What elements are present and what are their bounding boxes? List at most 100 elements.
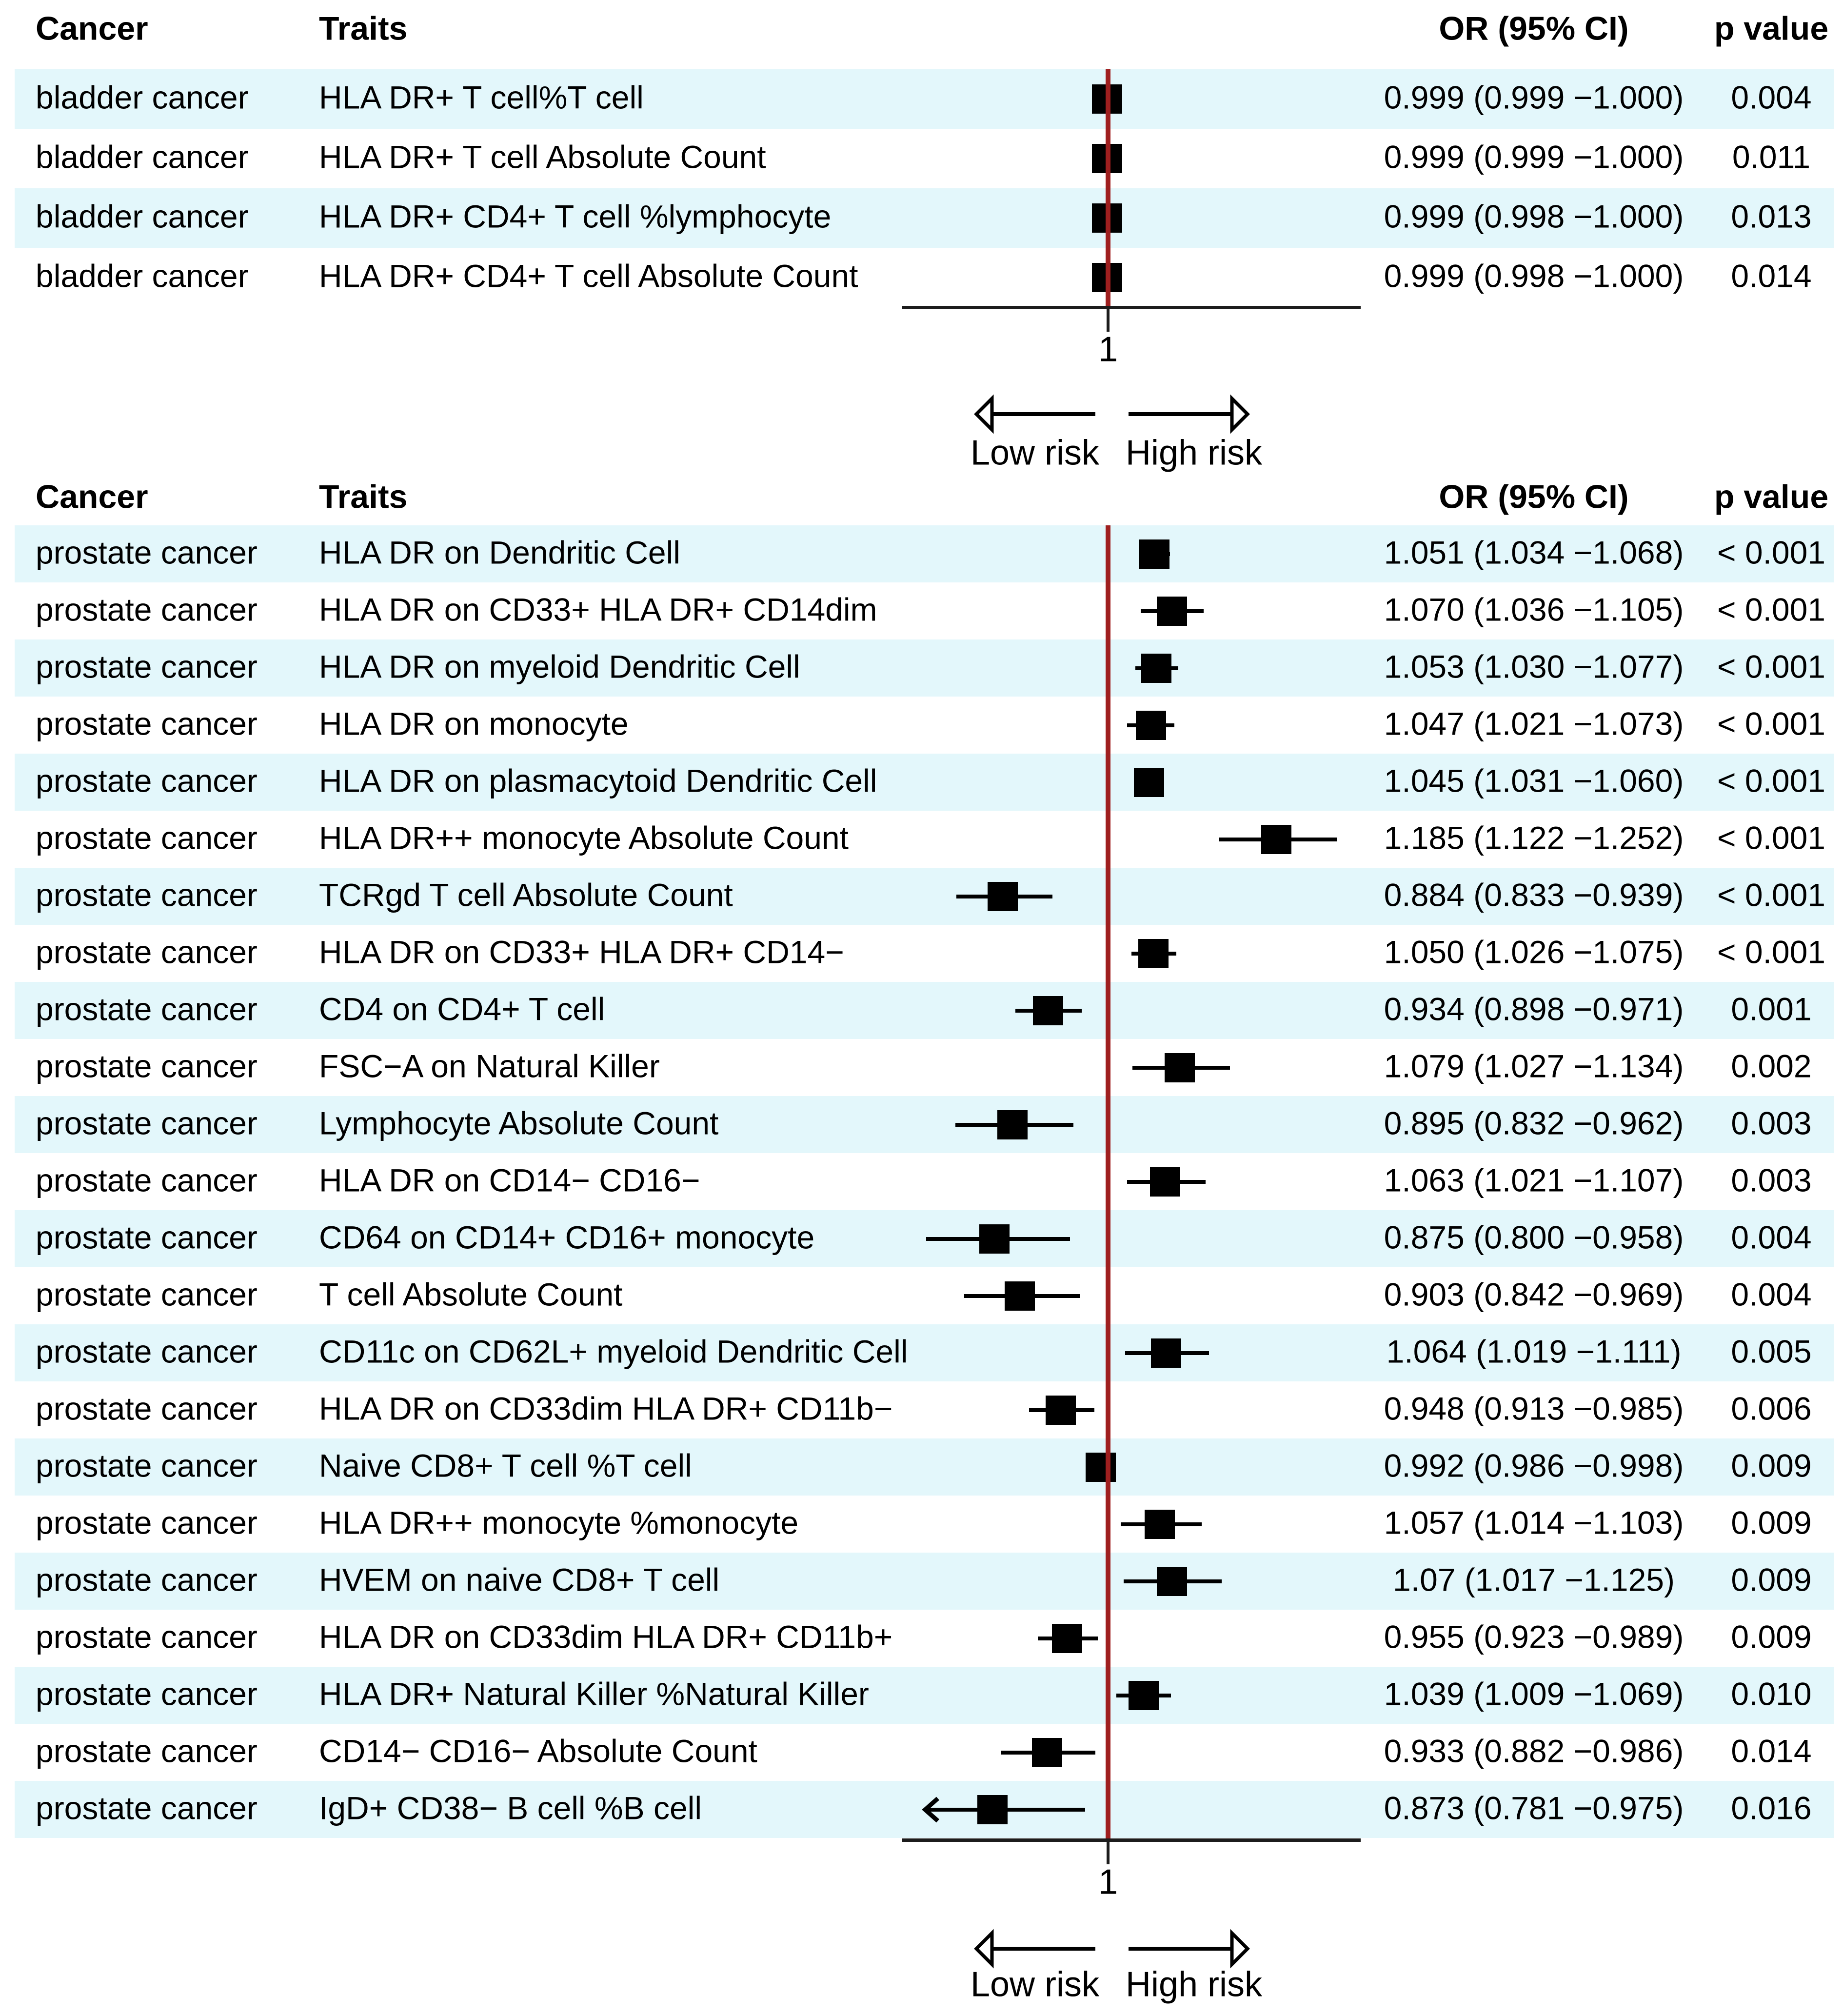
p-value-cell: 0.014 [1731,1733,1812,1769]
trait-cell: HLA DR on Dendritic Cell [319,534,680,571]
or-square-marker [1138,938,1169,968]
trait-cell: HLA DR on CD33dim HLA DR+ CD11b− [319,1390,893,1427]
cancer-cell: prostate cancer [36,1048,258,1084]
p-value-cell: 0.001 [1731,991,1812,1027]
cancer-cell: prostate cancer [36,1390,258,1427]
cancer-cell: bladder cancer [36,258,249,294]
or-square-marker [1145,1509,1175,1539]
p-value-cell: 0.011 [1732,139,1811,175]
trait-cell: T cell Absolute Count [319,1276,623,1313]
trait-cell: IgD+ CD38− B cell %B cell [319,1790,702,1826]
or-square-marker [987,881,1018,911]
reference-line-or-1 [1106,525,1110,1840]
or-ci-cell: 1.064 (1.019 −1.111) [1386,1333,1682,1370]
cancer-cell: prostate cancer [36,934,258,970]
or-ci-cell: 1.051 (1.034 −1.068) [1384,534,1684,571]
column-header-or-ci: OR (95% CI) [1439,478,1629,516]
or-ci-cell: 1.053 (1.030 −1.077) [1384,648,1684,685]
x-axis-line [902,1838,1361,1842]
p-value-cell: 0.009 [1731,1504,1812,1541]
or-square-marker [1005,1281,1035,1311]
p-value-cell: < 0.001 [1717,591,1826,628]
or-square-marker [1156,596,1187,626]
column-header-cancer: Cancer [36,10,148,47]
high-risk-arrow-icon [1129,1929,1250,1969]
high-risk-label: High risk [1125,1965,1263,2004]
or-square-marker [1261,824,1292,854]
or-square-marker [1141,653,1171,683]
row-stripe [15,982,1834,1039]
cancer-cell: prostate cancer [36,591,258,628]
cancer-cell: prostate cancer [36,1162,258,1198]
trait-cell: FSC−A on Natural Killer [319,1048,660,1084]
or-ci-cell: 0.999 (0.998 −1.000) [1384,198,1684,235]
row-stripe [15,868,1834,925]
cancer-cell: prostate cancer [36,991,258,1027]
trait-cell: HLA DR+ CD4+ T cell %lymphocyte [319,198,832,235]
cancer-cell: prostate cancer [36,1733,258,1769]
or-square-marker [1135,710,1166,740]
column-header-traits: Traits [319,10,408,47]
x-axis-tick [1107,1842,1110,1864]
cancer-cell: bladder cancer [36,198,249,235]
p-value-cell: 0.002 [1731,1048,1812,1084]
column-header-p-value: p value [1714,478,1829,516]
trait-cell: CD14− CD16− Absolute Count [319,1733,757,1769]
or-square-marker [1165,1053,1195,1082]
column-header-or-ci: OR (95% CI) [1439,10,1629,47]
cancer-cell: prostate cancer [36,1561,258,1598]
or-square-marker [1151,1338,1182,1368]
cancer-cell: prostate cancer [36,1333,258,1370]
trait-cell: CD11c on CD62L+ myeloid Dendritic Cell [319,1333,908,1370]
or-ci-cell: 0.933 (0.882 −0.986) [1384,1733,1684,1769]
p-value-cell: 0.016 [1731,1790,1812,1826]
low-risk-label: Low risk [970,1965,1100,2004]
p-value-cell: 0.004 [1731,1276,1812,1313]
or-square-marker [1133,767,1164,797]
x-axis-line [902,306,1361,309]
or-square-marker [1032,996,1063,1025]
or-square-marker [1032,1737,1063,1767]
or-ci-cell: 0.903 (0.842 −0.969) [1384,1276,1684,1313]
trait-cell: HLA DR on CD33+ HLA DR+ CD14dim [319,591,877,628]
row-stripe [15,1324,1834,1381]
cancer-cell: prostate cancer [36,1504,258,1541]
p-value-cell: 0.004 [1731,1219,1812,1256]
or-square-marker [1150,1167,1181,1197]
reference-line-or-1 [1106,69,1110,307]
ci-clipped-arrow-icon [922,1796,939,1822]
trait-cell: TCRgd T cell Absolute Count [319,877,733,913]
trait-cell: HLA DR+ T cell%T cell [319,79,644,116]
cancer-cell: prostate cancer [36,877,258,913]
row-stripe [15,525,1834,582]
cancer-cell: bladder cancer [36,139,249,175]
cancer-cell: prostate cancer [36,1618,258,1655]
or-ci-cell: 1.039 (1.009 −1.069) [1384,1676,1684,1712]
p-value-cell: 0.003 [1731,1105,1812,1141]
cancer-cell: prostate cancer [36,1676,258,1712]
cancer-cell: prostate cancer [36,762,258,799]
p-value-cell: 0.006 [1731,1390,1812,1427]
p-value-cell: 0.009 [1731,1447,1812,1484]
row-stripe [15,1210,1834,1267]
or-ci-cell: 1.079 (1.027 −1.134) [1384,1048,1684,1084]
p-value-cell: 0.010 [1731,1676,1812,1712]
row-stripe [15,1438,1834,1496]
p-value-cell: 0.004 [1731,79,1812,116]
p-value-cell: 0.009 [1731,1618,1812,1655]
cancer-cell: prostate cancer [36,1447,258,1484]
or-square-marker [1128,1680,1159,1710]
p-value-cell: < 0.001 [1717,877,1826,913]
or-ci-cell: 1.070 (1.036 −1.105) [1384,591,1684,628]
or-square-marker [997,1110,1028,1139]
cancer-cell: prostate cancer [36,1219,258,1256]
or-square-marker [1086,1452,1116,1482]
p-value-cell: < 0.001 [1717,934,1826,970]
row-stripe [15,754,1834,811]
trait-cell: Naive CD8+ T cell %T cell [319,1447,692,1484]
trait-cell: HLA DR on CD33+ HLA DR+ CD14− [319,934,844,970]
p-value-cell: < 0.001 [1717,762,1826,799]
row-stripe [15,188,1834,248]
row-stripe [15,639,1834,697]
or-ci-cell: 1.047 (1.021 −1.073) [1384,705,1684,742]
